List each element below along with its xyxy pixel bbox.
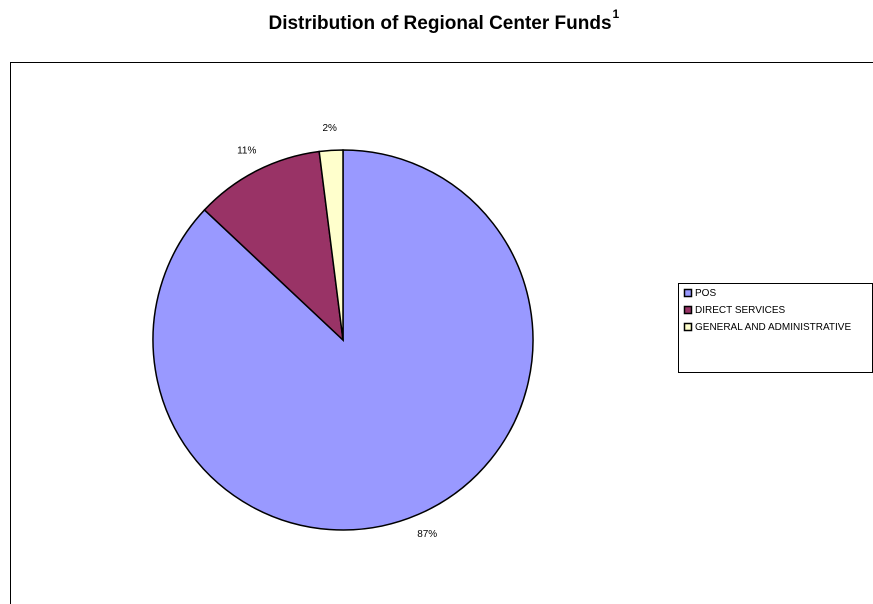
data-label: 2% bbox=[322, 123, 337, 134]
pie-slice bbox=[318, 149, 344, 341]
pie-slice bbox=[203, 150, 345, 342]
legend-label: DIRECT SERVICES bbox=[695, 305, 786, 316]
legend-swatch bbox=[683, 322, 693, 332]
legend-swatch bbox=[683, 288, 693, 298]
plot-border bbox=[10, 62, 873, 604]
chart-title: Distribution of Regional Center Funds bbox=[268, 13, 611, 34]
legend-label: GENERAL AND ADMINISTRATIVE bbox=[695, 322, 851, 333]
data-label: 87% bbox=[417, 529, 437, 540]
data-label: 11% bbox=[237, 146, 256, 157]
legend-label: POS bbox=[695, 288, 716, 299]
legend-box bbox=[678, 283, 873, 373]
legend-swatch bbox=[683, 305, 693, 315]
title-superscript: 1 bbox=[613, 7, 620, 21]
